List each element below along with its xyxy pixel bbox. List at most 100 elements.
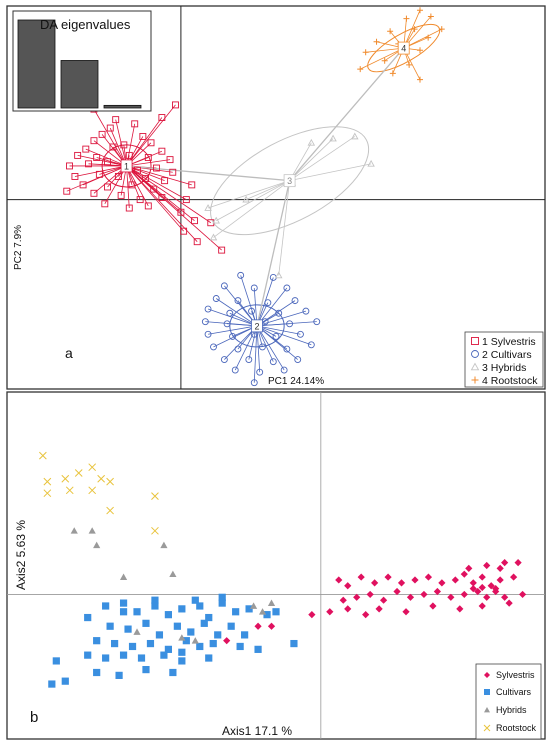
point-group-4 xyxy=(417,7,424,14)
point-sylvestris xyxy=(478,602,486,610)
point-group-2 xyxy=(283,284,291,292)
point-group-2 xyxy=(237,271,245,279)
point-rootstock xyxy=(151,526,159,535)
point-sylvestris xyxy=(375,605,383,613)
spoke-group-2 xyxy=(234,325,258,371)
panel-a-letter: a xyxy=(65,345,73,361)
point-cultivars xyxy=(182,637,190,645)
spoke-group-4 xyxy=(360,47,404,70)
point-group-4 xyxy=(389,70,396,77)
point-group-2 xyxy=(291,297,299,305)
point-hybrids xyxy=(249,602,258,609)
legend-b-marker-4 xyxy=(483,724,491,732)
point-sylvestris xyxy=(465,564,473,572)
point-group-1 xyxy=(85,160,92,168)
point-cultivars xyxy=(196,642,204,651)
point-group-1 xyxy=(117,191,125,199)
point-group-4 xyxy=(425,34,432,41)
point-group-3 xyxy=(204,204,212,211)
panel-a-legend-marks xyxy=(470,337,480,384)
point-sylvestris xyxy=(424,573,433,581)
centroid-label-3: 3 xyxy=(287,176,292,186)
point-cultivars xyxy=(160,651,168,659)
point-group-2 xyxy=(220,282,228,290)
point-rootstock xyxy=(106,477,114,486)
point-sylvestris xyxy=(505,599,513,607)
point-group-1 xyxy=(147,139,155,147)
centroid-label-4: 4 xyxy=(401,44,406,54)
point-rootstock xyxy=(151,492,159,500)
point-cultivars xyxy=(173,622,181,630)
point-group-1 xyxy=(193,238,201,246)
legend-b-marker-1 xyxy=(484,672,490,678)
point-cultivars xyxy=(272,608,280,616)
point-cultivars xyxy=(48,680,56,688)
point-hybrids xyxy=(258,608,267,615)
spoke-group-3 xyxy=(289,136,356,181)
spoke-group-1 xyxy=(126,123,136,167)
point-group-2 xyxy=(250,379,258,387)
point-group-1 xyxy=(104,183,111,191)
point-cultivars xyxy=(133,608,141,616)
point-group-3 xyxy=(367,159,375,167)
point-sylvestris xyxy=(483,561,491,570)
point-cultivars xyxy=(106,622,114,630)
spoke-group-1 xyxy=(93,108,127,167)
centroid-link-3-4 xyxy=(289,47,405,182)
point-group-2 xyxy=(204,330,212,338)
point-sylvestris xyxy=(478,583,486,592)
spoke-group-1 xyxy=(85,148,127,167)
spoke-group-2 xyxy=(256,325,312,346)
point-sylvestris xyxy=(339,596,347,604)
point-group-1 xyxy=(180,227,188,235)
point-group-1 xyxy=(120,141,128,149)
point-group-1 xyxy=(218,246,226,254)
point-group-2 xyxy=(294,356,302,363)
point-group-2 xyxy=(201,318,209,326)
point-group-2 xyxy=(234,345,242,353)
point-sylvestris xyxy=(496,576,504,584)
point-cultivars xyxy=(151,602,159,610)
point-rootstock xyxy=(61,474,70,483)
point-group-2 xyxy=(275,309,283,317)
point-group-1 xyxy=(188,181,196,189)
point-hybrids xyxy=(88,527,96,534)
point-cultivars xyxy=(236,642,244,651)
point-group-2 xyxy=(204,305,212,313)
point-cultivars xyxy=(218,599,226,607)
point-group-2 xyxy=(210,343,217,351)
point-group-4 xyxy=(373,38,380,45)
point-group-2 xyxy=(307,341,315,349)
point-cultivars xyxy=(111,639,119,648)
eigenvalue-bar-2 xyxy=(60,60,99,109)
point-sylvestris xyxy=(469,585,477,593)
panel-a-legend: 1 Sylvestris 2 Cultivars 3 Hybrids 4 Roo… xyxy=(464,331,544,388)
spoke-group-1 xyxy=(126,165,184,232)
point-group-4 xyxy=(438,26,445,33)
spoke-group-2 xyxy=(207,308,258,327)
point-cultivars xyxy=(115,671,123,679)
point-cultivars xyxy=(164,611,172,619)
point-cultivars xyxy=(146,639,155,648)
eigenvalue-bar-3 xyxy=(103,104,142,109)
point-group-1 xyxy=(144,154,152,161)
spoke-group-1 xyxy=(126,165,165,182)
point-sylvestris xyxy=(335,576,343,584)
spoke-group-3 xyxy=(245,180,290,200)
point-cultivars xyxy=(263,611,271,619)
point-group-2 xyxy=(212,295,220,302)
legend-b-marker-3 xyxy=(484,707,490,713)
point-group-4 xyxy=(362,49,369,56)
point-sylvestris xyxy=(326,608,334,616)
spoke-group-1 xyxy=(126,159,171,167)
point-group-1 xyxy=(161,177,169,185)
spoke-group-1 xyxy=(126,165,130,209)
spoke-group-1 xyxy=(126,165,212,224)
point-rootstock xyxy=(43,489,52,498)
point-group-1 xyxy=(71,173,79,180)
point-cultivars xyxy=(84,613,92,622)
point-sylvestris xyxy=(438,579,446,587)
point-rootstock xyxy=(106,506,114,515)
point-group-2 xyxy=(264,299,272,307)
point-cultivars xyxy=(93,637,101,645)
